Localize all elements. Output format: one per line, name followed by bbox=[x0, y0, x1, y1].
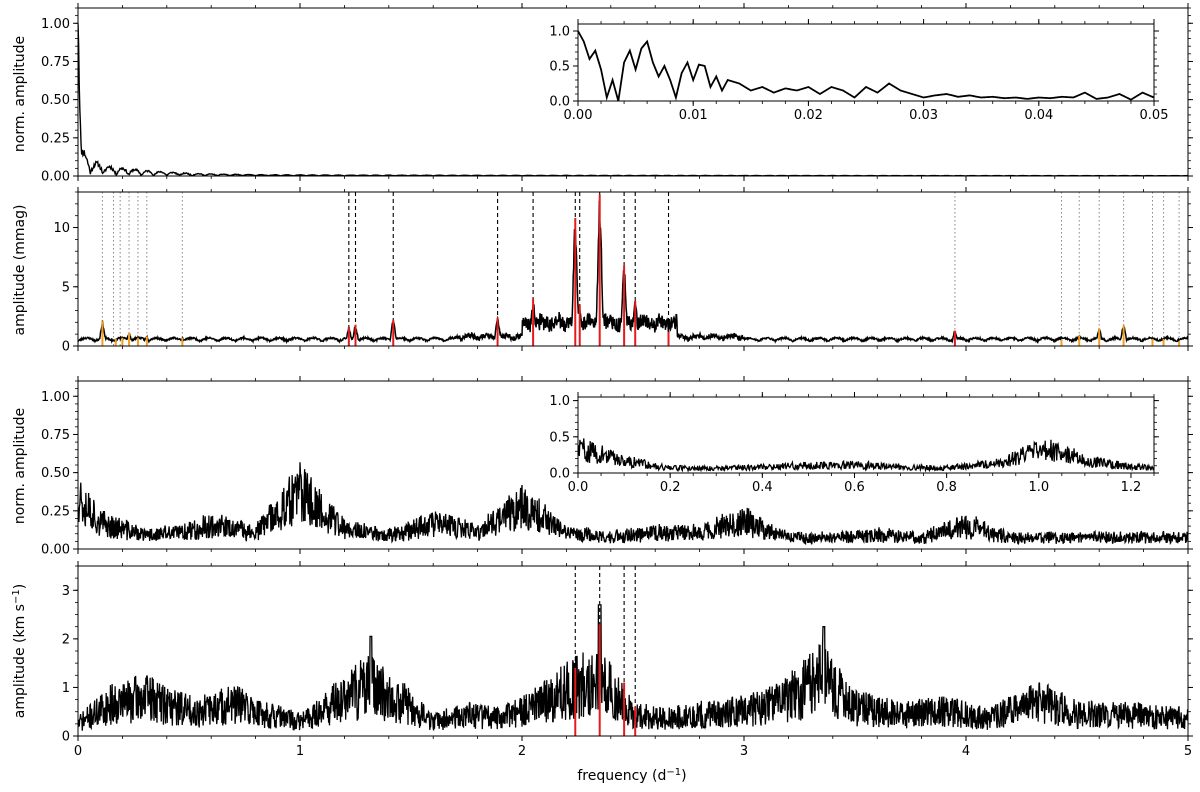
inset-window-zoom: 0.0 0.2 0.4 0.6 0.8 1.0 1.2 0.0 0.5 1.0 bbox=[549, 392, 1159, 495]
y-tick-label: 10 bbox=[53, 221, 70, 236]
photometry-periodogram-panel: 0 5 10 bbox=[53, 187, 1193, 355]
x-tick-label: 1.0 bbox=[1028, 480, 1049, 495]
y-tick-label: 1.00 bbox=[41, 17, 70, 32]
window-function-panel: 0.00 0.25 0.50 0.75 1.00 0.00 0.01 0.02 0.03 0.04… bbox=[41, 3, 1193, 185]
y-tick-label: 1.00 bbox=[41, 390, 70, 405]
y-tick-label: 5 bbox=[62, 280, 70, 295]
y-tick-label: 0.25 bbox=[41, 504, 70, 519]
x-tick-label: 0 bbox=[74, 744, 82, 759]
ylabel-window-spec: norm. amplitude bbox=[12, 408, 28, 524]
y-tick-label: 0.00 bbox=[41, 543, 70, 558]
x-tick-label: 0.6 bbox=[844, 480, 865, 495]
x-tick-label: 1.2 bbox=[1121, 480, 1142, 495]
x-tick-label: 0.01 bbox=[679, 108, 708, 123]
y-tick-label: 0 bbox=[62, 340, 70, 355]
y-tick-label: 1.0 bbox=[549, 25, 570, 40]
x-tick-label: 0.03 bbox=[909, 108, 938, 123]
y-tick-label: 1.0 bbox=[549, 394, 570, 409]
rv-amplitude-spectrum-line bbox=[78, 604, 1188, 731]
y-tick-label: 0.00 bbox=[41, 170, 70, 185]
y-tick-label: 1 bbox=[62, 681, 70, 696]
inset-background bbox=[578, 397, 1154, 473]
x-tick-label: 2 bbox=[518, 744, 526, 759]
spectroscopy-periodogram-panel: 0 1 2 3 4 5 0 1 2 3 bbox=[62, 561, 1193, 759]
y-tick-label: 3 bbox=[62, 584, 70, 599]
xlabel: frequency (d−1) bbox=[577, 767, 686, 784]
ylabel-rv-sup: −1 bbox=[11, 589, 22, 604]
y-tick-label: 0.5 bbox=[549, 430, 570, 445]
ylabel-photometry: amplitude (mmag) bbox=[12, 205, 28, 336]
inset-frame bbox=[577, 396, 1155, 474]
xlabel-main: frequency (d bbox=[577, 768, 666, 784]
y-tick-label: 0.0 bbox=[549, 95, 570, 110]
x-tick-label: 1 bbox=[296, 744, 304, 759]
inset-window-zoom: 0.00 0.01 0.02 0.03 0.04 0.05 0.0 0.5 1.0 bbox=[549, 19, 1168, 123]
x-tick-label: 0.2 bbox=[660, 480, 681, 495]
window-function-line bbox=[78, 462, 1188, 546]
x-tick-label: 0.05 bbox=[1140, 108, 1169, 123]
ylabel-top: norm. amplitude bbox=[12, 36, 28, 152]
inset-background bbox=[578, 24, 1154, 101]
xlabel-sup: −1 bbox=[666, 767, 681, 778]
inset-series-line bbox=[577, 438, 1155, 473]
x-tick-label: 0.04 bbox=[1024, 108, 1053, 123]
inset-frame bbox=[577, 23, 1155, 102]
x-tick-label: 0.4 bbox=[752, 480, 773, 495]
y-tick-label: 0.50 bbox=[41, 466, 70, 481]
x-tick-label: 3 bbox=[740, 744, 748, 759]
x-tick-label: 0.00 bbox=[564, 108, 593, 123]
y-tick-label: 0.50 bbox=[41, 93, 70, 108]
amplitude-spectrum-line bbox=[78, 200, 1188, 345]
y-tick-label: 2 bbox=[62, 632, 70, 647]
y-tick-label: 0.75 bbox=[41, 55, 70, 70]
xlabel-tail: ) bbox=[681, 768, 686, 784]
x-tick-label: 4 bbox=[962, 744, 970, 759]
plot-frame bbox=[77, 191, 1189, 347]
x-tick-label: 0.0 bbox=[568, 480, 589, 495]
ylabel-rv-tail: ) bbox=[12, 584, 28, 589]
ylabel-rv-main: amplitude (km s bbox=[12, 604, 28, 718]
ylabel-rv: amplitude (km s−1) bbox=[11, 584, 28, 718]
x-tick-label: 0.8 bbox=[936, 480, 957, 495]
spectroscopy-window-panel: 0.00 0.25 0.50 0.75 1.00 0.0 0.2 0.4 0.6 0.8 1.0 1.… bbox=[41, 376, 1193, 558]
y-tick-label: 0 bbox=[62, 730, 70, 745]
x-tick-label: 0.02 bbox=[794, 108, 823, 123]
inset-series-line bbox=[577, 30, 1155, 102]
y-tick-label: 0.0 bbox=[549, 467, 570, 482]
y-tick-label: 0.75 bbox=[41, 428, 70, 443]
y-tick-label: 0.25 bbox=[41, 131, 70, 146]
y-tick-label: 0.5 bbox=[549, 60, 570, 75]
x-tick-label: 5 bbox=[1184, 744, 1192, 759]
